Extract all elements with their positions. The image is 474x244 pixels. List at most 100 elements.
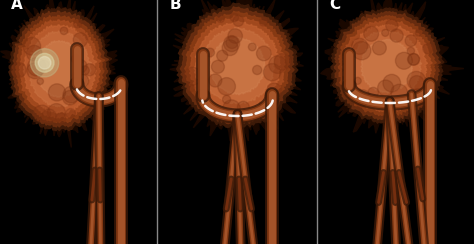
Polygon shape [177, 3, 298, 129]
Circle shape [408, 53, 419, 65]
Circle shape [373, 41, 386, 55]
Polygon shape [16, 15, 105, 122]
Polygon shape [0, 0, 118, 147]
Circle shape [63, 86, 80, 103]
Circle shape [27, 63, 43, 79]
Polygon shape [23, 25, 97, 113]
Circle shape [27, 58, 46, 76]
Circle shape [73, 71, 81, 80]
Polygon shape [353, 30, 422, 102]
Circle shape [81, 66, 89, 75]
Polygon shape [334, 11, 440, 121]
Polygon shape [347, 25, 428, 108]
Polygon shape [321, 0, 464, 135]
Circle shape [407, 71, 426, 90]
Circle shape [218, 78, 236, 95]
Circle shape [37, 78, 44, 84]
Circle shape [223, 100, 240, 117]
Circle shape [66, 109, 75, 118]
Circle shape [60, 27, 68, 35]
Circle shape [188, 85, 195, 92]
Circle shape [415, 30, 422, 36]
Circle shape [395, 52, 412, 69]
Circle shape [183, 67, 201, 85]
Circle shape [386, 19, 398, 31]
Circle shape [248, 43, 256, 51]
Circle shape [23, 37, 41, 55]
Circle shape [63, 90, 77, 105]
Circle shape [47, 104, 65, 122]
Circle shape [230, 13, 238, 22]
Circle shape [423, 44, 433, 54]
Text: B: B [170, 0, 182, 12]
Circle shape [83, 64, 96, 76]
Polygon shape [331, 8, 444, 125]
Circle shape [71, 81, 83, 93]
Circle shape [364, 26, 379, 41]
Polygon shape [19, 20, 101, 118]
Circle shape [74, 60, 87, 73]
Circle shape [353, 41, 371, 60]
Circle shape [209, 74, 222, 87]
Circle shape [407, 47, 415, 55]
Circle shape [217, 14, 225, 22]
Circle shape [228, 29, 242, 43]
Circle shape [73, 20, 82, 28]
Circle shape [75, 74, 89, 88]
Circle shape [408, 53, 419, 65]
Circle shape [222, 95, 231, 103]
Polygon shape [210, 37, 265, 95]
Text: C: C [329, 0, 340, 12]
Circle shape [11, 62, 26, 78]
Circle shape [34, 105, 51, 122]
Circle shape [222, 40, 238, 56]
Circle shape [391, 84, 408, 101]
Circle shape [73, 33, 88, 47]
Circle shape [42, 109, 56, 123]
Polygon shape [185, 11, 290, 121]
Circle shape [35, 53, 54, 72]
Text: A: A [11, 0, 23, 12]
Circle shape [256, 46, 271, 61]
Circle shape [56, 113, 66, 123]
Circle shape [48, 84, 65, 101]
Circle shape [356, 96, 367, 107]
Circle shape [352, 38, 368, 54]
Circle shape [206, 48, 215, 57]
Circle shape [233, 16, 244, 26]
Circle shape [378, 80, 393, 96]
Circle shape [382, 29, 389, 36]
Circle shape [217, 50, 228, 61]
Circle shape [410, 89, 428, 107]
Circle shape [354, 77, 361, 84]
Circle shape [390, 29, 403, 42]
Circle shape [226, 36, 238, 49]
Circle shape [269, 56, 286, 73]
Polygon shape [342, 20, 432, 113]
Circle shape [383, 74, 401, 92]
Circle shape [38, 57, 51, 69]
Polygon shape [361, 39, 413, 93]
Circle shape [27, 45, 42, 61]
Circle shape [405, 35, 417, 47]
Circle shape [224, 36, 240, 51]
Polygon shape [28, 31, 91, 107]
Polygon shape [12, 11, 109, 127]
Polygon shape [200, 28, 274, 105]
Polygon shape [181, 7, 294, 125]
Circle shape [39, 60, 49, 70]
Circle shape [253, 65, 262, 75]
Circle shape [211, 60, 224, 73]
Polygon shape [170, 0, 303, 141]
Circle shape [237, 101, 249, 113]
Circle shape [72, 55, 80, 63]
Polygon shape [338, 16, 437, 117]
Circle shape [274, 54, 291, 70]
Circle shape [30, 49, 59, 77]
Circle shape [410, 76, 424, 90]
Circle shape [264, 63, 281, 81]
Polygon shape [36, 41, 83, 97]
Circle shape [267, 83, 282, 98]
Polygon shape [189, 16, 285, 116]
Polygon shape [194, 21, 281, 111]
